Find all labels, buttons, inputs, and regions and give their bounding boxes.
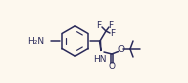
Text: HN: HN — [93, 55, 107, 64]
Polygon shape — [99, 41, 101, 51]
Text: O: O — [108, 62, 115, 71]
Text: F: F — [108, 21, 114, 29]
Text: F: F — [96, 21, 102, 29]
Text: F: F — [110, 28, 116, 38]
Text: O: O — [118, 45, 124, 54]
Text: H₂N: H₂N — [27, 37, 44, 45]
